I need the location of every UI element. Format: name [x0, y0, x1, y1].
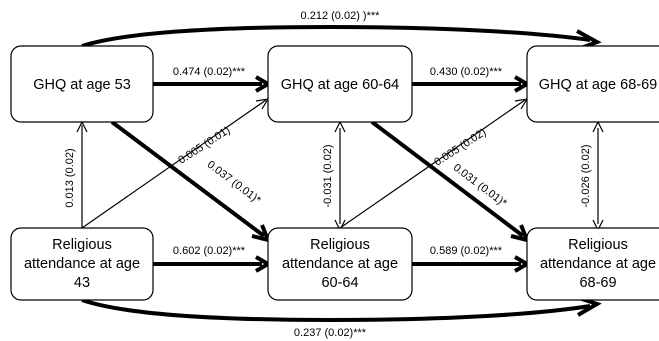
node-label-line-3: 68-69	[579, 275, 616, 291]
edge-ghq6064-to-rel6869	[370, 120, 531, 243]
node-label-line-2: attendance at age	[282, 256, 398, 272]
edge-label-ghq6064-to-ghq6869: 0.430 (0.02)***	[430, 66, 503, 78]
edge-label-rel43-to-ghq53: 0.013 (0.02)	[64, 148, 76, 207]
edge-label-rel43-to-ghq6064: 0.005 (0.01)	[176, 124, 232, 166]
node-label: GHQ at age 53	[33, 77, 131, 93]
edge-ghq53-to-rel6064	[110, 120, 272, 243]
node-label-line-1: Religious	[52, 237, 112, 253]
edge-rel6064-to-rel6869	[412, 255, 531, 273]
edge-label-ghq53-to-ghq6869: 0.212 (0.02) )***	[301, 10, 381, 22]
edge-ghq53-to-ghq6064	[153, 75, 272, 93]
node-ghq-53: GHQ at age 53	[10, 45, 154, 123]
edge-label-rel6064-to-rel6869: 0.589 (0.02)***	[430, 245, 503, 257]
node-religious-43: Religious attendance at age 43	[10, 227, 154, 301]
edge-label-rel43-to-rel6869: 0.237 (0.02)***	[294, 327, 367, 339]
node-ghq-60-64: GHQ at age 60-64	[267, 45, 413, 123]
edge-ghq6064-to-ghq6869	[412, 75, 531, 93]
node-label-line-3: 60-64	[321, 275, 358, 291]
node-label-line-2: attendance at age	[24, 256, 140, 272]
edge-rel6064-ghq6064	[334, 120, 346, 232]
edge-rel43-to-rel6064	[153, 255, 272, 273]
node-label: GHQ at age 60-64	[281, 77, 400, 93]
edge-label-ghq6869-rel6869: -0.026 (0.02)	[580, 145, 592, 208]
node-ghq-68-69: GHQ at age 68-69	[526, 45, 659, 123]
edge-label-rel43-to-rel6064: 0.602 (0.02)***	[173, 245, 246, 257]
edge-ghq6869-rel6869	[592, 120, 604, 232]
node-label-line-1: Religious	[310, 237, 370, 253]
node-label-line-3: 43	[74, 275, 90, 291]
edge-label-rel6064-ghq6064: -0.031 (0.02)	[322, 145, 334, 208]
edge-rel43-to-ghq53	[76, 120, 88, 228]
node-label: GHQ at age 68-69	[539, 77, 658, 93]
node-religious-60-64: Religious attendance at age 60-64	[267, 227, 413, 301]
node-label-line-2: attendance at age	[540, 256, 656, 272]
node-label-line-1: Religious	[568, 237, 628, 253]
edge-label-ghq53-to-ghq6064: 0.474 (0.02)***	[173, 66, 246, 78]
node-religious-68-69: Religious attendance at age 68-69	[526, 227, 659, 301]
